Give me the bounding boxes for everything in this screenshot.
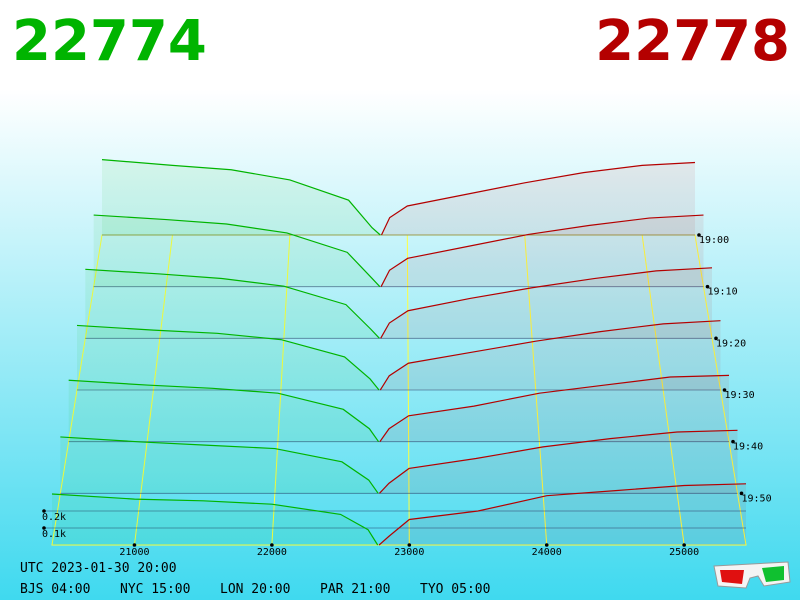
depth-line <box>68 379 380 443</box>
depth-line <box>380 214 704 287</box>
ask-price: 22778 <box>595 9 790 74</box>
depth-line <box>60 436 379 494</box>
depth-tick <box>42 526 46 530</box>
price-tick-label: 21000 <box>119 547 149 558</box>
depth-area <box>379 430 738 494</box>
depth-tick <box>42 509 46 513</box>
depth-area <box>102 159 381 235</box>
depth-line <box>101 159 381 236</box>
depth-tick-label: 0.1k <box>42 529 66 540</box>
price-tick-label: 25000 <box>669 547 699 558</box>
time-tick-label: 19:50 <box>742 493 772 504</box>
depth-line <box>378 483 747 546</box>
price-tick-label: 24000 <box>532 547 562 558</box>
depth-area <box>379 375 729 442</box>
zone-time: PAR 21:00 <box>320 582 390 597</box>
depth-line <box>380 267 713 339</box>
depth-area <box>379 483 746 545</box>
depth-area <box>68 380 379 442</box>
price-tick <box>270 543 274 547</box>
bid-price: 22774 <box>12 9 207 74</box>
time-tick-label: 19:00 <box>699 235 729 246</box>
price-tick-label: 22000 <box>257 547 287 558</box>
time-tick-label: 19:20 <box>716 338 746 349</box>
time-tick-label: 19:40 <box>733 442 763 453</box>
depth-area <box>52 494 378 545</box>
depth-line <box>379 320 721 391</box>
utc-time: UTC 2023-01-30 20:00 <box>20 561 177 576</box>
price-tick <box>132 543 137 547</box>
time-tick <box>714 336 718 341</box>
depth-line <box>51 493 379 546</box>
time-tick <box>731 439 735 444</box>
time-tick-label: 19:30 <box>725 390 755 401</box>
depth-line <box>76 324 380 391</box>
time-zones: BJS 04:00 NYC 15:00 LON 20:00 PAR 21:00 TYO … <box>20 582 490 597</box>
zone-time: NYC 15:00 <box>120 582 190 597</box>
depth-line <box>85 268 380 339</box>
zone-time: TYO 05:00 <box>420 582 490 597</box>
price-tick <box>682 543 686 547</box>
time-tick <box>722 388 727 392</box>
depth-area <box>380 320 721 390</box>
depth-tick-label: 0.2k <box>42 512 66 523</box>
zone-time: LON 20:00 <box>220 582 290 597</box>
depth-area <box>77 325 379 390</box>
time-tick <box>739 491 744 496</box>
zone-time: BJS 04:00 <box>20 582 90 597</box>
labels: 21000 22000 23000 24000 25000 19:00 19:10 19:20… <box>42 233 772 558</box>
price-tick-label: 23000 <box>394 547 424 558</box>
depth-line <box>93 214 381 288</box>
3d-glasses-icon <box>713 561 791 589</box>
time-tick <box>697 233 701 237</box>
time-tick <box>705 284 710 289</box>
time-tick-label: 19:10 <box>708 287 738 298</box>
depth-area <box>380 267 712 339</box>
price-tick <box>407 543 412 547</box>
depth-line <box>380 161 696 236</box>
depth-area <box>60 436 379 494</box>
depth-area <box>93 215 380 287</box>
depth-line <box>379 429 738 494</box>
depth-area <box>381 215 704 287</box>
price-tick <box>544 543 549 547</box>
depth-line <box>379 374 730 443</box>
depth-area <box>85 269 380 339</box>
depth-area <box>381 162 695 235</box>
plot <box>51 159 747 546</box>
